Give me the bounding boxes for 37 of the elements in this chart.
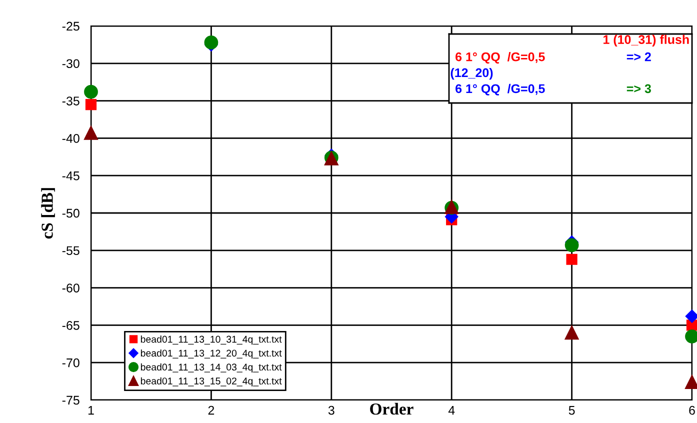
point [84,126,98,140]
x-tick-label: 2 [208,406,214,415]
y-tick-label: -50 [62,208,80,218]
y-tick-label: -45 [62,172,80,180]
annotation: 6 1° QQ /G=0,5 [456,52,545,64]
x-tick-label: 4 [448,406,455,415]
point [85,98,97,110]
legend-label: bead01_11_13_12_20_4q_txt.txt [140,349,282,359]
x-tick-label: 5 [568,406,575,415]
x-tick-label: 3 [328,406,334,415]
y-tick-label: -35 [62,96,80,106]
annotation: => 3 [626,84,651,94]
annotation: 1 (10_31) flush [604,34,689,46]
annotation: 6 1° QQ /G=0,5 [456,84,545,96]
legend-label: bead01_11_13_15_02_4q_txt.txt [140,377,282,386]
point [564,326,579,340]
y-tick-label: -75 [62,396,80,405]
y-tick-label: -60 [62,284,80,292]
annotation: (12_20) [450,68,493,80]
x-tick-label: 1 [88,406,94,415]
point [685,310,697,323]
y-tick-label: -55 [62,246,80,256]
y-tick-label: -40 [62,134,80,143]
point [566,254,578,265]
legend-label: bead01_11_13_10_31_4q_txt.txt [140,336,282,345]
x-tick-label: 6 [689,406,695,415]
point [564,238,579,252]
legend-label: bead01_11_13_14_03_4q_txt.txt [140,363,282,372]
y-tick-label: -25 [62,22,80,31]
x-axis-title: Order [370,402,414,415]
point [84,84,98,99]
y-axis-title: cS [dB] [41,188,55,239]
point [204,36,218,50]
y-tick-label: -30 [62,59,80,68]
y-tick-label: -65 [62,321,80,330]
y-tick-label: -70 [62,358,80,368]
annotation: => 2 [626,52,651,62]
